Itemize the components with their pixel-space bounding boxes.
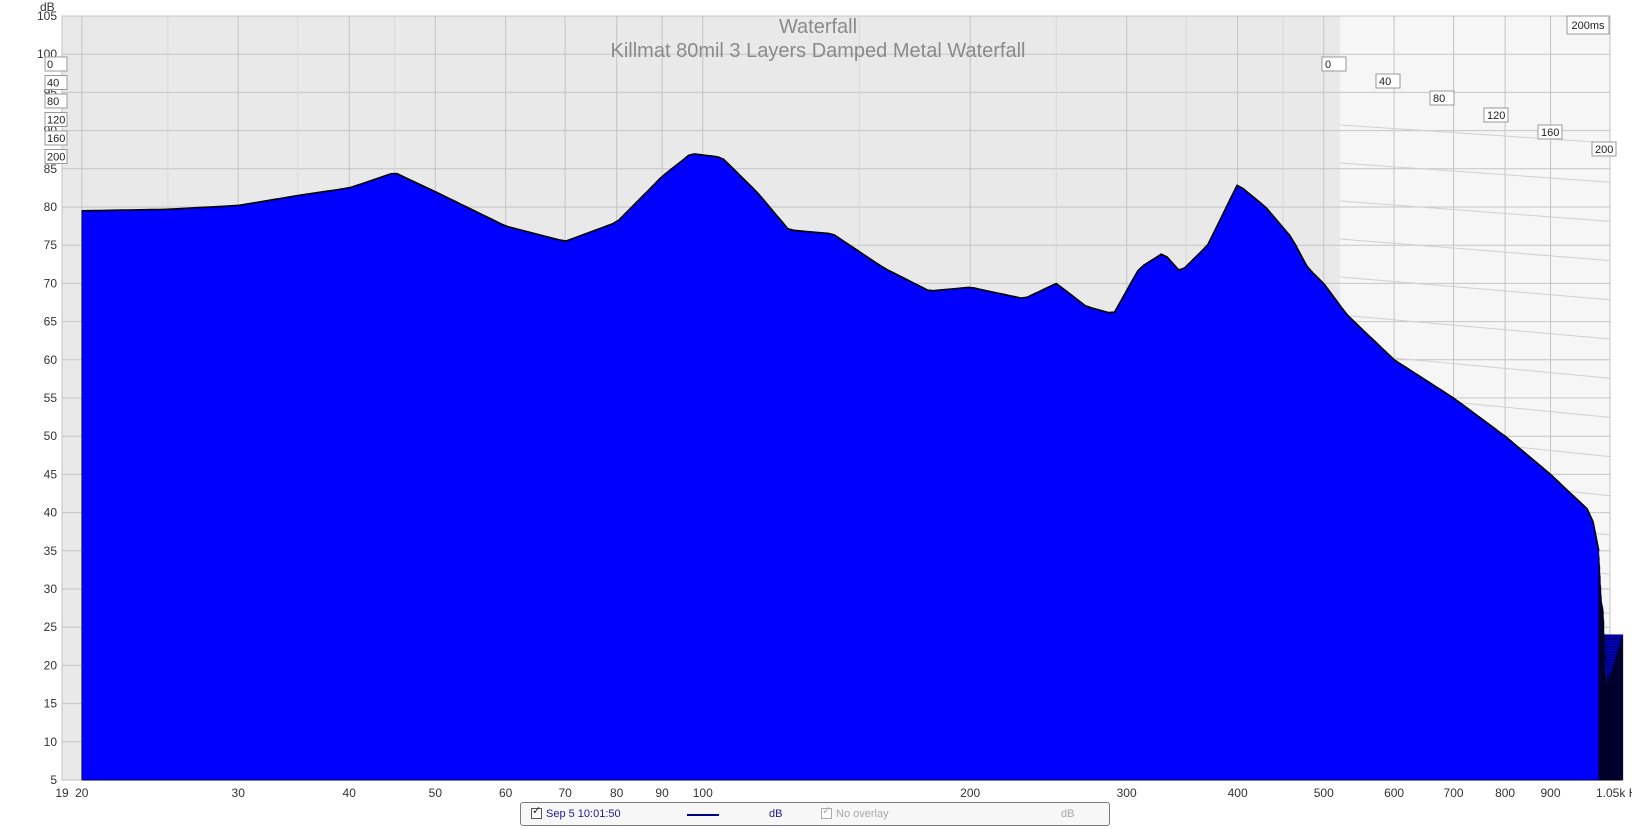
legend-overlay-unit: dB bbox=[1061, 808, 1075, 820]
y-tick-label: 70 bbox=[44, 276, 58, 290]
x-tick-label: 30 bbox=[232, 786, 246, 800]
svg-text:80: 80 bbox=[47, 96, 59, 108]
x-tick-label: 300 bbox=[1117, 786, 1137, 800]
svg-text:200: 200 bbox=[1595, 144, 1613, 156]
y-axis-label: dB bbox=[40, 0, 55, 14]
depth-gridline bbox=[1339, 314, 1611, 340]
y-tick-label: 25 bbox=[44, 620, 58, 634]
y-tick-label: 105 bbox=[37, 9, 57, 23]
time-label-right: 80 bbox=[1429, 90, 1455, 106]
svg-text:120: 120 bbox=[1487, 110, 1505, 122]
svg-text:0: 0 bbox=[47, 59, 53, 71]
time-span-label: 200ms bbox=[1571, 20, 1605, 32]
x-tick-label: 400 bbox=[1228, 786, 1248, 800]
depth-gridline bbox=[1339, 200, 1611, 222]
legend-swatch bbox=[687, 814, 719, 816]
time-label-left: 0 bbox=[44, 56, 68, 72]
legend-entry-label: Sep 5 10:01:50 bbox=[546, 808, 621, 820]
y-tick-label: 80 bbox=[44, 200, 58, 214]
x-tick-label: 600 bbox=[1384, 786, 1404, 800]
waterfall-traces bbox=[81, 153, 1624, 781]
time-axis-right: 0 40 80 120 160 200 bbox=[1321, 56, 1617, 157]
svg-text:40: 40 bbox=[47, 78, 59, 90]
depth-gridline bbox=[1339, 276, 1611, 301]
x-tick-label: 40 bbox=[343, 786, 357, 800]
svg-text:160: 160 bbox=[1541, 127, 1559, 139]
x-tick-label: 1.05k Hz bbox=[1596, 786, 1632, 800]
y-tick-label: 5 bbox=[50, 773, 57, 787]
x-tick-label: 19 bbox=[55, 786, 69, 800]
time-label-left: 80 bbox=[44, 93, 68, 109]
y-tick-label: 30 bbox=[44, 582, 58, 596]
legend-unit: dB bbox=[769, 808, 783, 820]
y-tick-label: 60 bbox=[44, 353, 58, 367]
depth-gridline bbox=[1339, 238, 1611, 262]
waterfall-series-0ms bbox=[81, 153, 1600, 551]
x-tick-label: 70 bbox=[558, 786, 572, 800]
x-tick-label: 500 bbox=[1314, 786, 1334, 800]
svg-text:80: 80 bbox=[1433, 93, 1445, 105]
time-label-right: 40 bbox=[1375, 73, 1401, 89]
checkbox-icon[interactable]: ✓ bbox=[821, 805, 832, 819]
legend: ✓ Sep 5 10:01:50 dB ✓ No overlay dB bbox=[520, 802, 1110, 826]
time-label-left: 160 bbox=[44, 130, 68, 146]
y-tick-label: 40 bbox=[44, 506, 58, 520]
y-tick-label: 75 bbox=[44, 238, 58, 252]
svg-text:40: 40 bbox=[1379, 76, 1391, 88]
y-tick-label: 35 bbox=[44, 544, 58, 558]
svg-text:120: 120 bbox=[47, 115, 65, 127]
legend-overlay-entry[interactable]: ✓ No overlay bbox=[821, 805, 889, 820]
legend-entry-measurement[interactable]: ✓ Sep 5 10:01:50 bbox=[531, 805, 621, 820]
checkbox-icon[interactable]: ✓ bbox=[531, 805, 542, 819]
time-label-left: 200 bbox=[44, 149, 68, 164]
svg-text:200: 200 bbox=[47, 152, 65, 164]
time-label-right: 120 bbox=[1483, 107, 1509, 123]
chart-subtitle: Killmat 80mil 3 Layers Damped Metal Wate… bbox=[611, 40, 1026, 62]
y-tick-label: 20 bbox=[44, 658, 58, 672]
time-label-left: 40 bbox=[44, 75, 68, 90]
svg-text:0: 0 bbox=[1325, 59, 1331, 71]
x-tick-label: 800 bbox=[1495, 786, 1515, 800]
time-span-box: 200ms bbox=[1566, 15, 1610, 35]
x-tick-label: 100 bbox=[693, 786, 713, 800]
y-tick-label: 65 bbox=[44, 315, 58, 329]
x-tick-label: 700 bbox=[1444, 786, 1464, 800]
x-tick-label: 90 bbox=[655, 786, 669, 800]
x-tick-label: 20 bbox=[75, 786, 89, 800]
chart-title: Waterfall bbox=[779, 16, 857, 38]
x-tick-label: 50 bbox=[429, 786, 443, 800]
time-label-right: 0 bbox=[1321, 56, 1347, 72]
y-tick-label: 50 bbox=[44, 429, 58, 443]
depth-gridline bbox=[1339, 162, 1611, 183]
time-label-right: 200 bbox=[1591, 141, 1617, 157]
time-axis-left: 0 40 80 120 160 200 bbox=[44, 56, 68, 164]
x-tick-label: 80 bbox=[610, 786, 624, 800]
x-tick-label: 200 bbox=[960, 786, 980, 800]
x-tick-label: 60 bbox=[499, 786, 513, 800]
y-tick-label: 55 bbox=[44, 391, 58, 405]
x-tick-label: 900 bbox=[1541, 786, 1561, 800]
y-tick-label: 45 bbox=[44, 467, 58, 481]
y-tick-label: 85 bbox=[44, 162, 58, 176]
x-axis: 19 20 30 40 50 60 70 80 90 100 200 300 400 500 600 700 8… bbox=[55, 786, 1632, 800]
legend-overlay-label: No overlay bbox=[836, 808, 889, 820]
y-tick-label: 10 bbox=[44, 735, 58, 749]
depth-gridline bbox=[1339, 124, 1611, 144]
y-tick-label: 15 bbox=[44, 697, 58, 711]
svg-text:160: 160 bbox=[47, 133, 65, 145]
time-label-left: 120 bbox=[44, 112, 68, 127]
time-label-right: 160 bbox=[1537, 124, 1563, 140]
